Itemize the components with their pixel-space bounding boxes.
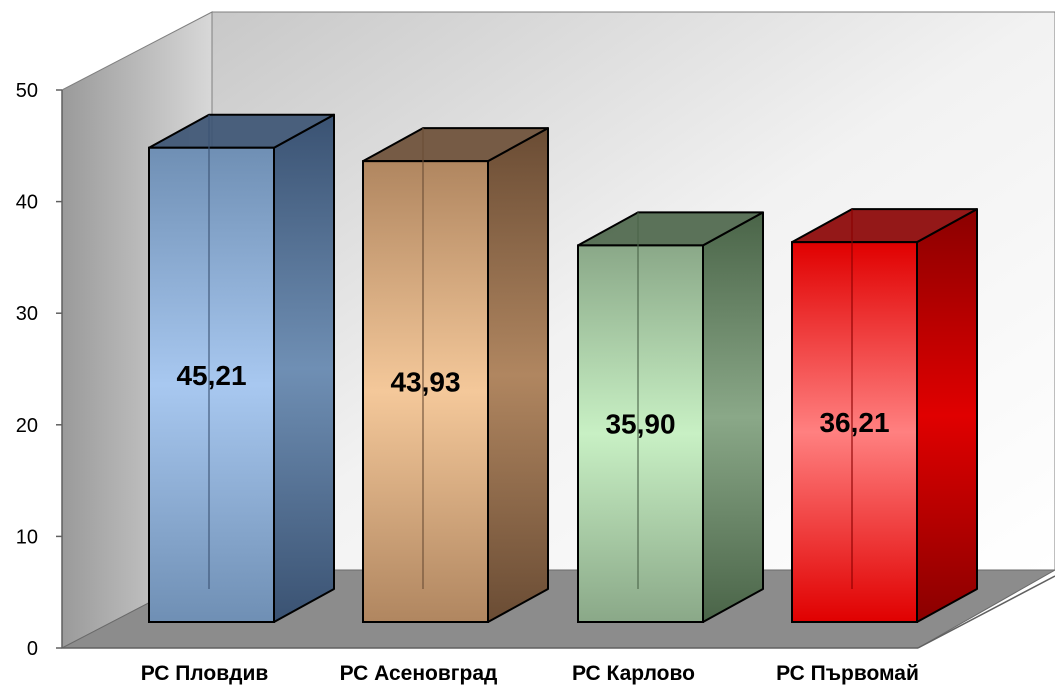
- bar-side-face: [487, 127, 549, 623]
- bar-side-face: [273, 113, 335, 623]
- bar-front-face: [148, 146, 275, 624]
- data-label: 45,21: [176, 360, 246, 391]
- data-label: 35,90: [605, 409, 675, 440]
- y-tick-label: 40: [16, 192, 38, 214]
- y-tick-label: 0: [27, 638, 38, 660]
- bars: 45,21 43,93 35,90 36,21: [148, 113, 978, 624]
- bar-side-face: [702, 211, 764, 623]
- y-tick-label: 20: [16, 415, 38, 437]
- data-label: 36,21: [819, 407, 889, 438]
- floor-edge: [917, 575, 1055, 649]
- bar-front-face: [362, 160, 489, 623]
- x-tick-label: РС Карлово: [572, 662, 695, 685]
- bar: 35,90: [577, 211, 764, 623]
- x-tick-label: РС Асеновград: [340, 662, 498, 685]
- y-axis-ticks: 0 10 20 30 40 50: [16, 80, 62, 660]
- data-label: 43,93: [390, 367, 460, 398]
- bar: 45,21: [148, 113, 335, 624]
- bar-front-face: [791, 241, 918, 623]
- y-tick-label: 10: [16, 526, 38, 548]
- x-axis-labels: РС Пловдив РС Асеновград РС Карлово РС Първ…: [141, 662, 919, 685]
- x-tick-label: РС Първомай: [776, 662, 919, 685]
- y-tick-label: 30: [16, 303, 38, 325]
- bar-side-face: [916, 208, 978, 623]
- x-tick-label: РС Пловдив: [141, 662, 269, 685]
- y-tick-label: 50: [16, 80, 38, 102]
- bar-front-face: [577, 244, 704, 623]
- bar: 36,21: [791, 208, 978, 623]
- bar: 43,93: [362, 127, 549, 623]
